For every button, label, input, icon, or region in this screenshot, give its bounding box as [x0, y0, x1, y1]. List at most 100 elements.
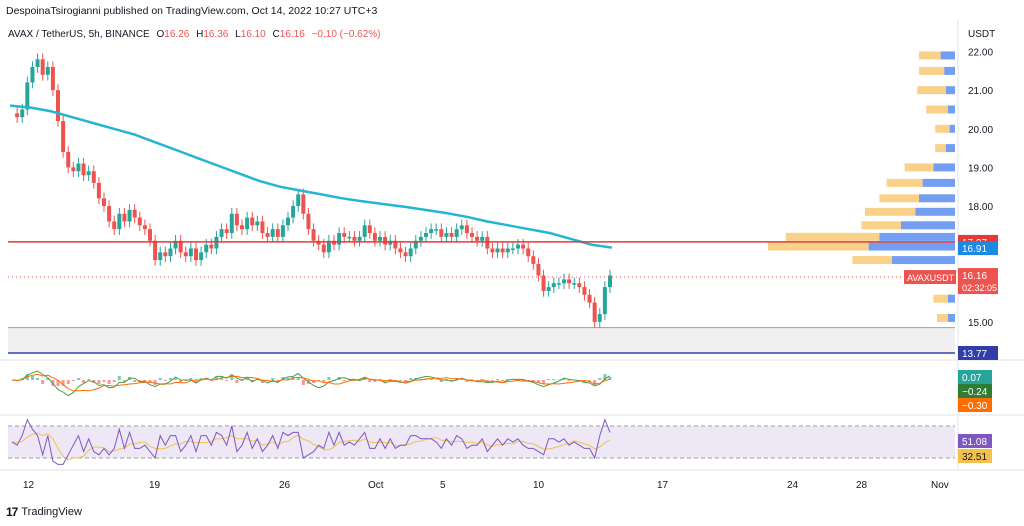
macd-histogram-bar [36, 378, 40, 380]
candle-body [240, 225, 244, 230]
macd-histogram-bar [536, 380, 540, 383]
candle-body [35, 59, 40, 68]
macd-histogram-bar [122, 380, 126, 382]
macd-histogram-bar [327, 377, 331, 380]
macd-histogram-bar [490, 380, 494, 381]
candle-body [102, 198, 106, 207]
candle-body [158, 252, 163, 261]
volume-profile-up-bar [879, 232, 955, 241]
macd-histogram-bar [429, 379, 433, 380]
volume-profile-down-bar [767, 242, 869, 251]
candle-body [556, 283, 561, 285]
macd-histogram-bar [158, 378, 162, 380]
candle-body [572, 283, 577, 285]
symbol-legend: AVAX / TetherUS, 5h, BINANCE O16.26 H16.… [8, 29, 381, 40]
volume-profile-down-bar [879, 194, 919, 203]
candle-body [546, 287, 551, 291]
candle-body [50, 67, 55, 91]
candle-body [229, 213, 234, 234]
volume-profile-up-bar [949, 124, 955, 133]
candle-body [444, 233, 449, 237]
volume-profile-up-bar [944, 66, 955, 75]
x-tick-label: 17 [657, 480, 669, 491]
candle-body [454, 229, 459, 237]
candle-body [194, 248, 198, 261]
ma-price-tag-bg [958, 241, 998, 256]
macd-histogram-bar [301, 380, 305, 385]
volume-profile-up-bar [940, 51, 955, 60]
candle-body [505, 248, 510, 253]
candle-body [439, 229, 444, 237]
candle-body [459, 225, 464, 230]
tradingview-logo-icon: 17 [6, 505, 18, 519]
candle-body [255, 221, 260, 226]
macd-histogram-bar [475, 380, 479, 381]
macd-histogram-bar [56, 380, 60, 386]
candle-body [526, 248, 531, 257]
volume-profile-down-bar [785, 232, 880, 241]
candle-body [326, 240, 331, 253]
macd-histogram-bar [107, 380, 111, 384]
macd-histogram-bar [404, 380, 408, 381]
rsi-value-tag: 51.08 [962, 437, 987, 448]
candle-body [306, 213, 311, 230]
candle-body [367, 225, 372, 234]
macd-histogram-bar [352, 380, 356, 381]
macd-histogram-bar [46, 378, 50, 380]
macd-histogram-bar [465, 380, 469, 382]
ma-price-tag: 16.91 [962, 244, 987, 255]
macd-histogram-bar [542, 380, 546, 384]
macd-value-tag: −0.30 [962, 401, 988, 412]
candle-body [551, 283, 556, 288]
macd-histogram-bar [271, 378, 275, 380]
macd-histogram-bar [102, 380, 106, 382]
candle-body [209, 244, 214, 249]
volume-profile-up-bar [947, 294, 955, 303]
macd-histogram-bar [71, 380, 75, 381]
macd-histogram-bar [286, 378, 290, 380]
macd-histogram-bar [235, 380, 239, 383]
macd-histogram-bar [163, 380, 167, 381]
volume-profile-up-bar [946, 144, 955, 153]
candle-body [91, 171, 96, 183]
macd-histogram-bar [322, 380, 326, 382]
candle-body [562, 279, 566, 284]
x-tick-label: 12 [23, 480, 35, 491]
candle-body [122, 213, 127, 222]
last-price-tag-bg [958, 268, 998, 295]
candle-body [224, 229, 229, 234]
close-label: C [272, 29, 280, 40]
candle-body [464, 225, 469, 234]
candle-body [66, 151, 71, 168]
candle-body [199, 252, 204, 261]
rsi-tag-bg [958, 434, 992, 448]
candle-body [408, 248, 413, 257]
macd-histogram-bar [41, 380, 45, 384]
macd-histogram-bar [199, 378, 203, 380]
volume-profile-down-bar [904, 163, 934, 172]
candle-body [96, 182, 101, 199]
candle-body [321, 244, 326, 253]
macd-histogram-bar [189, 378, 193, 380]
macd-histogram-bar [66, 380, 70, 384]
macd-histogram-bar [582, 380, 586, 382]
candle-body [112, 221, 117, 230]
tradingview-brand[interactable]: 17 TradingView [6, 505, 82, 519]
candle-body [521, 244, 526, 249]
moving-average-line [9, 104, 613, 249]
candle-body [597, 314, 602, 322]
volume-profile-down-bar [937, 313, 948, 322]
macd-histogram-bar [61, 380, 65, 386]
candle-body [332, 240, 336, 245]
macd-histogram-bar [250, 380, 254, 382]
macd-histogram-bar [174, 378, 178, 380]
high-label: H [196, 29, 204, 40]
open-value: 16.26 [164, 29, 190, 40]
macd-histogram-bar [260, 380, 264, 383]
macd-histogram-bar [220, 378, 224, 380]
symbol-name[interactable]: AVAX / TetherUS, 5h, BINANCE [8, 29, 150, 40]
macd-histogram-bar [153, 380, 157, 385]
macd-histogram-bar [76, 378, 80, 380]
macd-line [11, 370, 611, 397]
